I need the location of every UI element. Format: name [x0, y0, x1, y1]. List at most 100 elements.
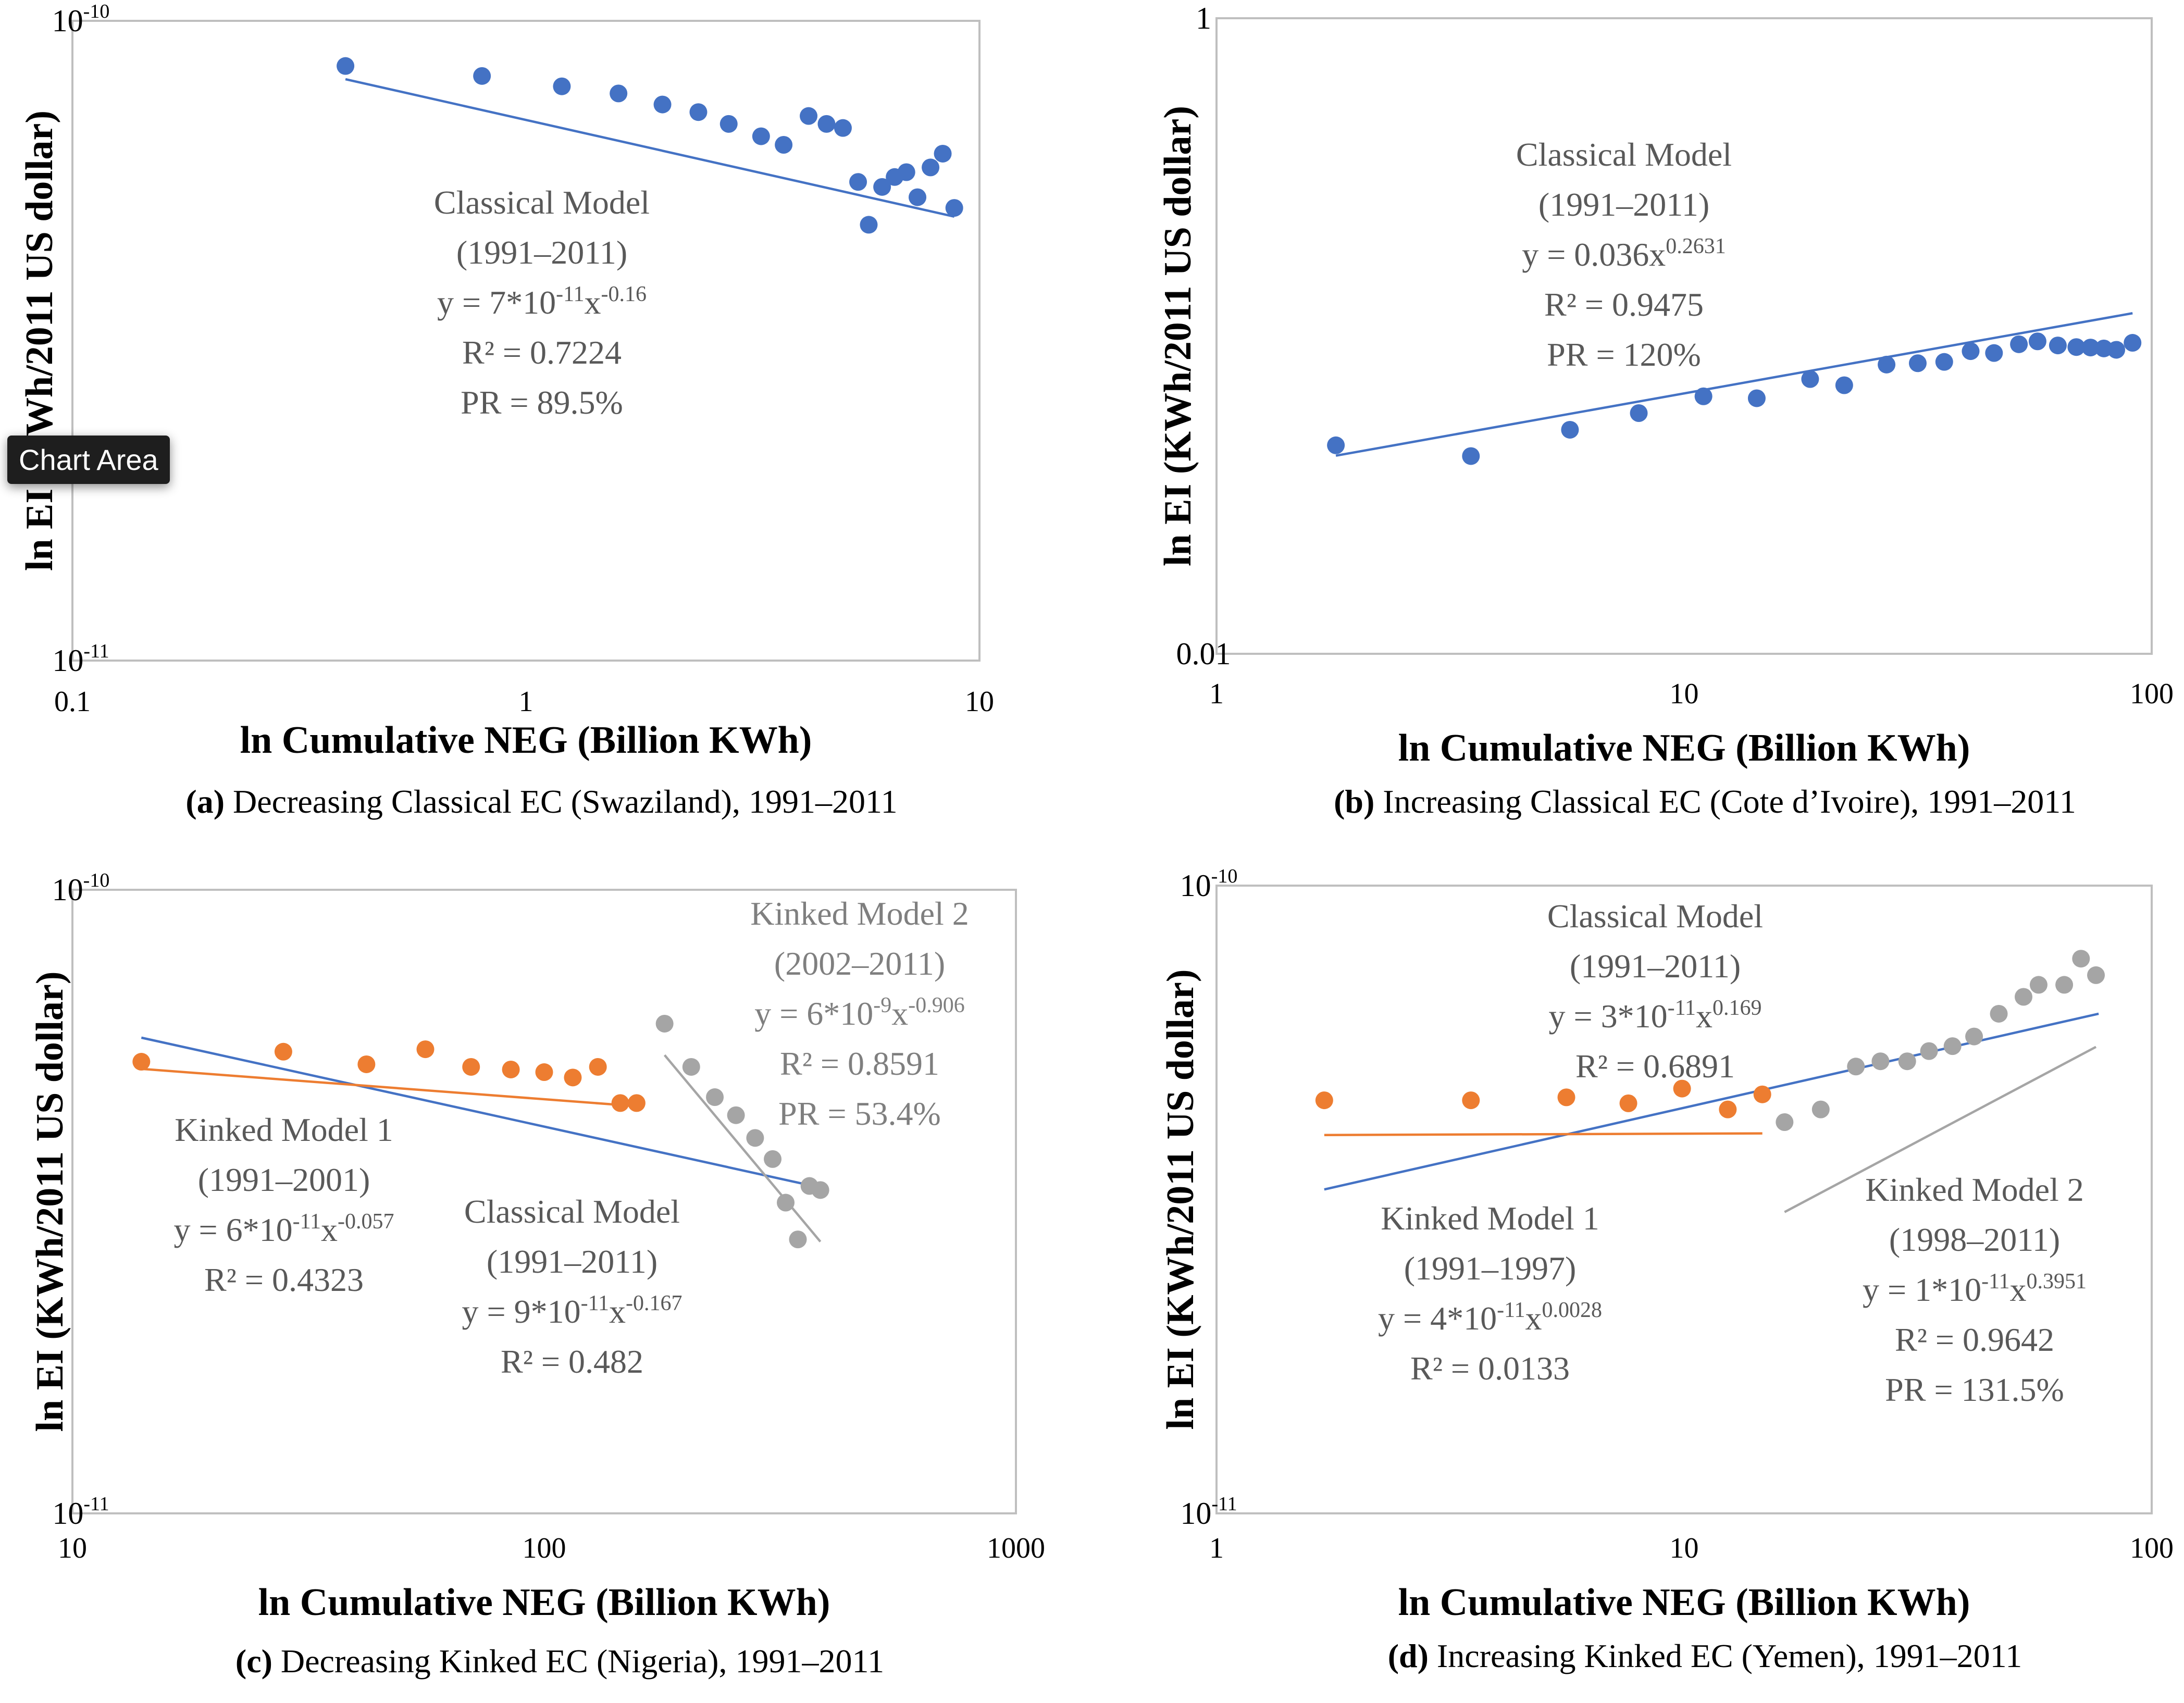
panel-caption: (c) Decreasing Kinked EC (Nigeria), 1991… — [235, 1643, 884, 1680]
chart-panel-a[interactable]: 10-11 10-10 0.1 1 10 ln Cumulative NEG (Billi… — [18, 1, 994, 820]
data-point[interactable] — [1920, 1042, 1938, 1060]
data-point[interactable] — [2015, 988, 2033, 1006]
plot-area-frame[interactable] — [1215, 17, 2153, 655]
data-point[interactable] — [1801, 370, 1819, 388]
data-point[interactable] — [502, 1060, 520, 1078]
data-point[interactable] — [849, 173, 867, 191]
data-point[interactable] — [689, 103, 708, 121]
data-point[interactable] — [2049, 337, 2067, 355]
data-point[interactable] — [1811, 1100, 1830, 1118]
data-point[interactable] — [1990, 1004, 2008, 1023]
data-point[interactable] — [1673, 1079, 1691, 1098]
data-point[interactable] — [1327, 436, 1345, 454]
data-point[interactable] — [2067, 338, 2086, 356]
data-point[interactable] — [1871, 1052, 1890, 1071]
data-point[interactable] — [1630, 404, 1648, 422]
data-point[interactable] — [719, 115, 738, 133]
data-point[interactable] — [1847, 1058, 1865, 1076]
data-point[interactable] — [1462, 447, 1480, 465]
data-point[interactable] — [1965, 1027, 1983, 1046]
data-point[interactable] — [1462, 1091, 1480, 1110]
data-point[interactable] — [873, 178, 891, 196]
data-point[interactable] — [2087, 966, 2105, 984]
data-point[interactable] — [1835, 376, 1853, 394]
data-point[interactable] — [1561, 420, 1579, 439]
data-point[interactable] — [811, 1181, 829, 1199]
data-point[interactable] — [1985, 344, 2003, 362]
data-point[interactable] — [727, 1106, 745, 1124]
data-point[interactable] — [553, 77, 571, 95]
data-point[interactable] — [610, 84, 628, 103]
y-tick-label: 10-10 — [1180, 865, 1238, 903]
data-point[interactable] — [706, 1088, 724, 1107]
x-axis-title: ln Cumulative NEG (Billion KWh) — [258, 1581, 830, 1624]
plot-area-frame[interactable] — [71, 889, 1017, 1514]
data-point[interactable] — [357, 1055, 376, 1073]
data-point[interactable] — [1898, 1052, 1916, 1071]
x-tick-label: 0.1 — [54, 686, 91, 718]
data-point[interactable] — [909, 188, 927, 206]
regression-label: Kinked Model 1 (1991–2001) y = 6*10-11x-0.… — [173, 1111, 394, 1298]
y-axis-title: ln EI (KWh/2011 US dollar) — [29, 971, 71, 1432]
data-point[interactable] — [934, 144, 952, 163]
chart-panel-b[interactable]: 0.01 1 1 10 100 ln Cumulative NEG (Billion KW… — [1157, 1, 2174, 820]
data-point[interactable] — [564, 1068, 582, 1087]
data-point[interactable] — [274, 1042, 292, 1061]
data-point[interactable] — [2010, 335, 2028, 353]
data-point[interactable] — [1619, 1094, 1637, 1112]
trendline-kinked-model-2 — [1784, 1046, 2097, 1213]
data-point[interactable] — [1557, 1088, 1575, 1107]
data-point[interactable] — [462, 1058, 480, 1076]
trendline-classical-model — [141, 1036, 818, 1188]
data-point[interactable] — [775, 136, 793, 154]
data-point[interactable] — [132, 1053, 151, 1071]
data-point[interactable] — [1753, 1085, 1771, 1103]
data-point[interactable] — [800, 107, 818, 125]
data-point[interactable] — [1315, 1091, 1333, 1110]
data-point[interactable] — [2029, 976, 2047, 994]
data-point[interactable] — [817, 115, 836, 133]
data-point[interactable] — [1747, 389, 1766, 407]
data-point[interactable] — [1878, 355, 1896, 374]
chart-panel-d[interactable]: 10-11 10-10 1 10 100 ln Cumulative NEG (Billi… — [1159, 865, 2174, 1674]
plot-area-frame[interactable] — [1215, 885, 2153, 1514]
data-point[interactable] — [2081, 339, 2100, 357]
data-point[interactable] — [1719, 1100, 1737, 1118]
data-point[interactable] — [416, 1040, 435, 1059]
data-point[interactable] — [627, 1094, 646, 1112]
data-point[interactable] — [682, 1058, 700, 1076]
data-point[interactable] — [653, 95, 672, 114]
data-point[interactable] — [746, 1129, 764, 1147]
data-point[interactable] — [655, 1014, 674, 1033]
data-point[interactable] — [860, 216, 878, 234]
data-point[interactable] — [922, 158, 940, 177]
data-point[interactable] — [1908, 354, 1927, 372]
data-point[interactable] — [2072, 950, 2090, 968]
data-point[interactable] — [945, 199, 963, 217]
data-point[interactable] — [1776, 1113, 1794, 1131]
data-point[interactable] — [789, 1230, 807, 1249]
regression-label: Kinked Model 2 (1998–2011) y = 1*10-11x0.3… — [1863, 1171, 2087, 1408]
data-point[interactable] — [2107, 341, 2126, 359]
data-point[interactable] — [1935, 353, 1953, 371]
chart-panel-c[interactable]: 10-11 10-10 10 100 1000 ln Cumulative NEG (Bi… — [29, 869, 1045, 1680]
data-point[interactable] — [777, 1194, 795, 1212]
data-point[interactable] — [2055, 976, 2074, 994]
data-point[interactable] — [834, 119, 852, 137]
panel-caption: (d) Increasing Kinked EC (Yemen), 1991–2… — [1388, 1637, 2022, 1674]
data-point[interactable] — [473, 67, 491, 85]
data-point[interactable] — [1962, 342, 1980, 361]
regression-label: Classical Model (1991–2011) y = 9*10-11x-0… — [462, 1193, 682, 1380]
data-point[interactable] — [1694, 387, 1713, 405]
data-point[interactable] — [1943, 1037, 1962, 1055]
data-point[interactable] — [589, 1058, 607, 1076]
data-point[interactable] — [752, 127, 770, 145]
data-point[interactable] — [535, 1063, 553, 1082]
data-point[interactable] — [2028, 332, 2046, 351]
data-point[interactable] — [764, 1150, 782, 1168]
data-point[interactable] — [2124, 334, 2142, 352]
data-point[interactable] — [897, 163, 915, 181]
data-point[interactable] — [337, 57, 355, 75]
data-point[interactable] — [611, 1094, 629, 1112]
